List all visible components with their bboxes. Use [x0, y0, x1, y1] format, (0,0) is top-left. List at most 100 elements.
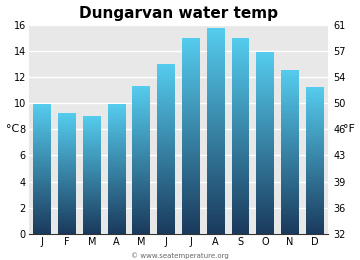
Bar — [207, 145, 225, 146]
Bar — [281, 84, 299, 85]
Bar — [207, 196, 225, 197]
Bar — [33, 109, 51, 110]
Bar — [306, 120, 324, 121]
Bar — [157, 81, 175, 82]
Bar — [231, 136, 249, 137]
Bar — [58, 166, 76, 167]
Bar — [157, 232, 175, 233]
Bar — [33, 125, 51, 126]
Bar — [182, 48, 200, 49]
Bar — [33, 213, 51, 214]
Bar — [157, 106, 175, 107]
Bar — [182, 146, 200, 147]
Bar — [157, 85, 175, 86]
Bar — [108, 220, 126, 221]
Bar — [231, 196, 249, 197]
Bar — [207, 89, 225, 90]
Bar — [182, 119, 200, 120]
Bar — [83, 126, 101, 127]
Bar — [132, 173, 150, 174]
Bar — [207, 54, 225, 55]
Bar — [256, 233, 274, 234]
Bar — [182, 134, 200, 135]
Bar — [281, 85, 299, 86]
Bar — [157, 118, 175, 119]
Bar — [132, 216, 150, 217]
Bar — [256, 222, 274, 223]
Bar — [207, 220, 225, 222]
Bar — [231, 63, 249, 64]
Bar — [132, 148, 150, 149]
Bar — [58, 133, 76, 134]
Bar — [182, 103, 200, 104]
Bar — [182, 220, 200, 221]
Bar — [58, 230, 76, 231]
Bar — [306, 109, 324, 110]
Bar — [281, 140, 299, 141]
Bar — [207, 93, 225, 94]
Bar — [281, 118, 299, 119]
Bar — [157, 124, 175, 125]
Bar — [83, 116, 101, 117]
Bar — [281, 180, 299, 181]
Bar — [83, 212, 101, 213]
Bar — [157, 91, 175, 92]
Bar — [157, 227, 175, 228]
Bar — [132, 115, 150, 116]
Bar — [256, 219, 274, 220]
Bar — [108, 145, 126, 146]
Bar — [256, 193, 274, 194]
Bar — [157, 136, 175, 137]
Bar — [157, 101, 175, 102]
Bar — [231, 120, 249, 121]
Bar — [207, 106, 225, 107]
Bar — [108, 233, 126, 234]
Bar — [281, 209, 299, 210]
Bar — [231, 88, 249, 89]
Bar — [281, 104, 299, 105]
Bar — [182, 173, 200, 174]
Bar — [33, 223, 51, 224]
Bar — [281, 131, 299, 132]
Bar — [182, 65, 200, 66]
Bar — [281, 211, 299, 212]
Bar — [281, 136, 299, 137]
Bar — [83, 129, 101, 130]
Bar — [281, 119, 299, 120]
Bar — [281, 160, 299, 161]
Bar — [256, 230, 274, 231]
Bar — [306, 189, 324, 190]
Bar — [256, 83, 274, 84]
Bar — [182, 94, 200, 95]
Bar — [207, 118, 225, 119]
Bar — [157, 123, 175, 124]
Bar — [33, 187, 51, 188]
Bar — [231, 83, 249, 84]
Bar — [83, 201, 101, 202]
Bar — [256, 134, 274, 135]
Bar — [157, 104, 175, 105]
Bar — [58, 209, 76, 210]
Bar — [157, 171, 175, 172]
Bar — [207, 152, 225, 153]
Bar — [207, 53, 225, 54]
Bar — [58, 134, 76, 135]
Bar — [33, 131, 51, 132]
Bar — [157, 221, 175, 222]
Bar — [231, 167, 249, 168]
Bar — [58, 200, 76, 201]
Bar — [182, 174, 200, 175]
Bar — [182, 195, 200, 196]
Bar — [182, 217, 200, 218]
Bar — [306, 90, 324, 91]
Bar — [157, 84, 175, 85]
Bar — [182, 125, 200, 126]
Bar — [207, 110, 225, 112]
Bar — [33, 231, 51, 232]
Bar — [207, 39, 225, 40]
Bar — [231, 111, 249, 112]
Bar — [132, 108, 150, 109]
Bar — [132, 168, 150, 169]
Bar — [207, 108, 225, 109]
Bar — [306, 119, 324, 120]
